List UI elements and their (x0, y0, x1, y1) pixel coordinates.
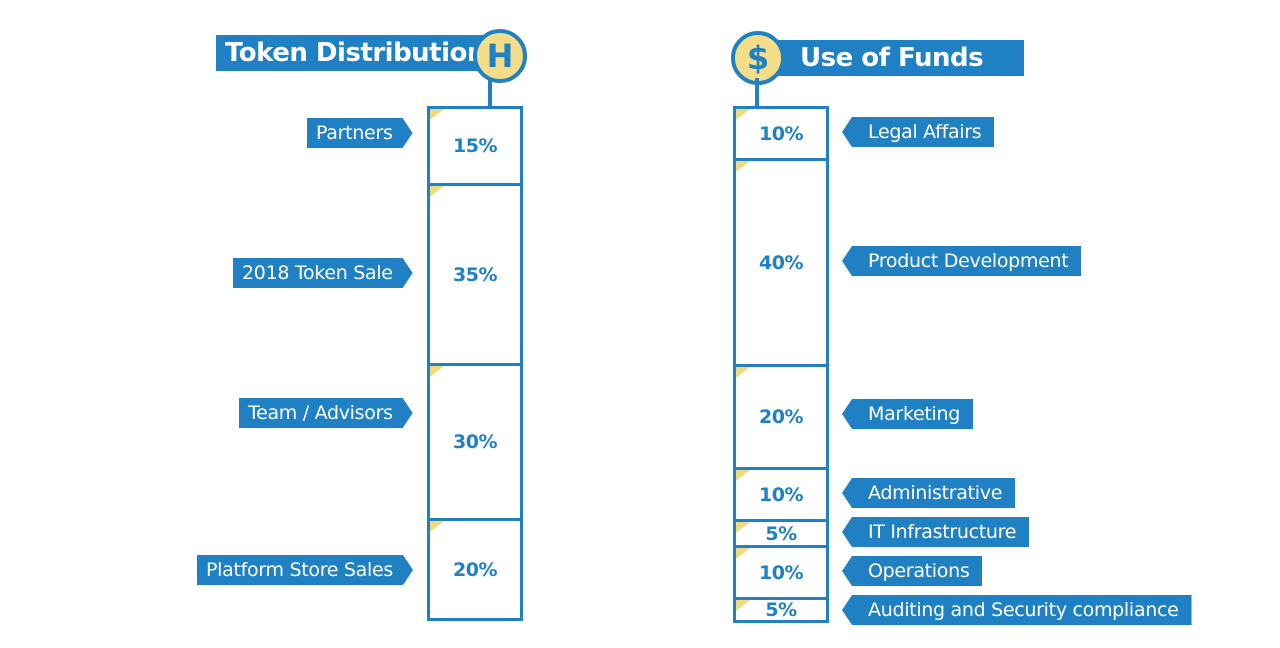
bar-segment: 5% (733, 519, 829, 548)
percent-label: 40% (759, 251, 803, 274)
category-label: Team / Advisors (239, 398, 413, 428)
category-label: IT Infrastructure (842, 517, 1030, 547)
logo-glyph: $ (746, 39, 770, 77)
corner-accent (430, 521, 444, 532)
logo-glyph: H (486, 37, 514, 75)
category-label: Platform Store Sales (197, 555, 413, 585)
bar-segment: 30% (427, 363, 523, 521)
percent-label: 10% (759, 122, 803, 145)
corner-accent (430, 186, 444, 197)
corner-accent (736, 600, 750, 611)
category-label: Auditing and Security compliance (842, 595, 1192, 625)
percent-label: 10% (759, 561, 803, 584)
bar-segment: 20% (427, 518, 523, 621)
category-label: Marketing (842, 399, 973, 429)
bar-segment: 35% (427, 183, 523, 366)
category-label: Operations (842, 556, 983, 586)
use-of-funds-title: Use of Funds (770, 40, 1024, 76)
bar-segment: 5% (733, 597, 829, 623)
percent-label: 35% (453, 263, 497, 286)
category-label: Administrative (842, 478, 1016, 508)
corner-accent (430, 109, 444, 120)
category-label: Legal Affairs (842, 117, 995, 147)
use-of-funds-column: 10% 40% 20% 10% 5% 10% 5% (733, 106, 829, 623)
bar-segment: 10% (733, 545, 829, 600)
bar-segment: 20% (733, 364, 829, 470)
dollar-icon: $ (731, 31, 785, 85)
corner-accent (736, 470, 750, 481)
percent-label: 5% (765, 599, 797, 621)
percent-label: 20% (759, 406, 803, 428)
category-label: Product Development (842, 246, 1082, 276)
bar-segment: 40% (733, 158, 829, 367)
corner-accent (736, 161, 750, 172)
corner-accent (736, 109, 750, 120)
percent-label: 5% (765, 522, 797, 545)
corner-accent (736, 548, 750, 559)
corner-accent (430, 366, 444, 377)
percent-label: 10% (759, 483, 803, 506)
left-stem (488, 78, 492, 108)
right-stem (755, 78, 759, 108)
bar-segment: 15% (427, 106, 523, 186)
token-distribution-title: Token Distribution (216, 35, 505, 71)
percent-label: 15% (453, 135, 497, 157)
hcoin-logo-icon: H (473, 29, 527, 83)
percent-label: 20% (453, 558, 497, 581)
category-label: 2018 Token Sale (233, 258, 413, 288)
bar-segment: 10% (733, 467, 829, 522)
token-distribution-column: 15% 35% 30% 20% (427, 106, 523, 621)
category-label: Partners (307, 118, 413, 148)
percent-label: 30% (453, 431, 497, 453)
bar-segment: 10% (733, 106, 829, 161)
corner-accent (736, 522, 750, 533)
corner-accent (736, 367, 750, 378)
